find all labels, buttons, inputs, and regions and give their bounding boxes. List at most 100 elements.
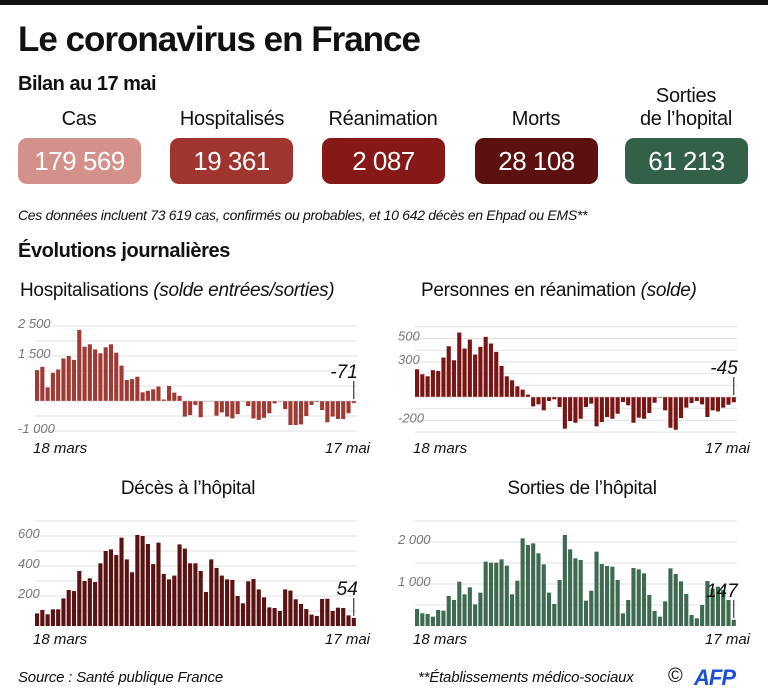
bar xyxy=(166,579,172,626)
bar xyxy=(605,397,610,418)
bar xyxy=(615,397,620,414)
bar xyxy=(705,397,710,418)
bar xyxy=(93,349,98,401)
bar xyxy=(261,597,267,626)
bar xyxy=(219,401,224,413)
bar xyxy=(615,580,620,626)
last-value-label: -45 xyxy=(710,358,738,379)
bar xyxy=(166,386,172,401)
bar xyxy=(520,538,525,626)
bar xyxy=(594,551,599,626)
bar xyxy=(494,351,499,397)
y-tick-label: 500 xyxy=(398,329,420,344)
bar xyxy=(119,365,124,401)
bar xyxy=(578,560,583,626)
bar xyxy=(562,397,567,429)
bar xyxy=(256,401,261,420)
bar xyxy=(652,611,657,626)
y-tick-label: -200 xyxy=(398,410,425,425)
bar xyxy=(430,370,435,397)
bar xyxy=(721,397,726,408)
bar xyxy=(87,344,92,401)
bar xyxy=(193,401,198,405)
bar xyxy=(451,600,457,626)
bar xyxy=(515,386,520,397)
bar xyxy=(731,397,736,403)
bar xyxy=(156,542,161,626)
bar xyxy=(488,343,494,397)
bar xyxy=(641,573,647,626)
chart-title-reanimation: Personnes en réanimation (solde) xyxy=(421,280,697,302)
bar xyxy=(599,564,604,626)
bar xyxy=(415,369,420,397)
bar xyxy=(451,360,457,397)
bar xyxy=(499,559,504,626)
bar xyxy=(562,534,567,626)
bar xyxy=(293,401,298,425)
bar xyxy=(715,397,721,412)
bar xyxy=(77,329,82,401)
bar xyxy=(124,559,129,626)
bar xyxy=(436,609,441,626)
bar xyxy=(425,613,430,626)
bar xyxy=(293,599,298,626)
bar xyxy=(283,401,288,410)
bar xyxy=(531,543,536,626)
bar xyxy=(700,397,705,405)
bar xyxy=(325,401,330,423)
bar xyxy=(145,543,150,626)
bar xyxy=(267,401,272,414)
bar xyxy=(678,397,684,419)
bar xyxy=(135,534,140,626)
bar xyxy=(314,615,319,626)
bar xyxy=(583,397,589,408)
bar xyxy=(483,561,488,626)
bar xyxy=(610,566,615,626)
bar xyxy=(198,570,203,626)
bar xyxy=(499,365,504,397)
bar xyxy=(583,600,589,626)
bar xyxy=(114,352,119,401)
bar xyxy=(647,595,652,626)
kpi-box-sorties: 61 213 xyxy=(625,138,748,184)
copyright-icon: © xyxy=(668,665,683,687)
bar xyxy=(726,397,731,405)
bar xyxy=(214,567,219,626)
bar xyxy=(272,608,277,626)
bar xyxy=(525,394,530,397)
bar xyxy=(77,570,82,626)
bar xyxy=(298,603,304,626)
bar xyxy=(705,581,710,626)
bar xyxy=(568,397,573,422)
bar xyxy=(151,389,156,401)
bar xyxy=(161,573,166,626)
bar xyxy=(251,401,256,419)
bar xyxy=(510,594,515,626)
chart-title-main: Hospitalisations xyxy=(20,280,149,301)
bar xyxy=(188,563,193,626)
bar xyxy=(304,401,309,416)
bar xyxy=(430,616,435,626)
bar xyxy=(93,582,98,626)
bar xyxy=(605,565,610,626)
bar xyxy=(441,610,446,626)
bar xyxy=(230,401,235,419)
chart-title-sub: (solde entrées/sorties) xyxy=(153,280,335,301)
bar xyxy=(103,551,108,626)
bar xyxy=(473,604,478,626)
bar xyxy=(56,369,61,401)
bar xyxy=(256,589,261,626)
bar xyxy=(641,397,647,419)
bar xyxy=(520,389,525,397)
bar xyxy=(552,603,557,626)
bar xyxy=(309,401,314,405)
bar xyxy=(261,401,267,418)
bar xyxy=(188,401,193,416)
bar xyxy=(620,613,625,626)
last-value-label: -71 xyxy=(330,362,357,383)
bar xyxy=(631,567,636,626)
bar xyxy=(668,568,673,626)
bar xyxy=(235,401,240,415)
y-tick-label: 200 xyxy=(17,586,40,601)
